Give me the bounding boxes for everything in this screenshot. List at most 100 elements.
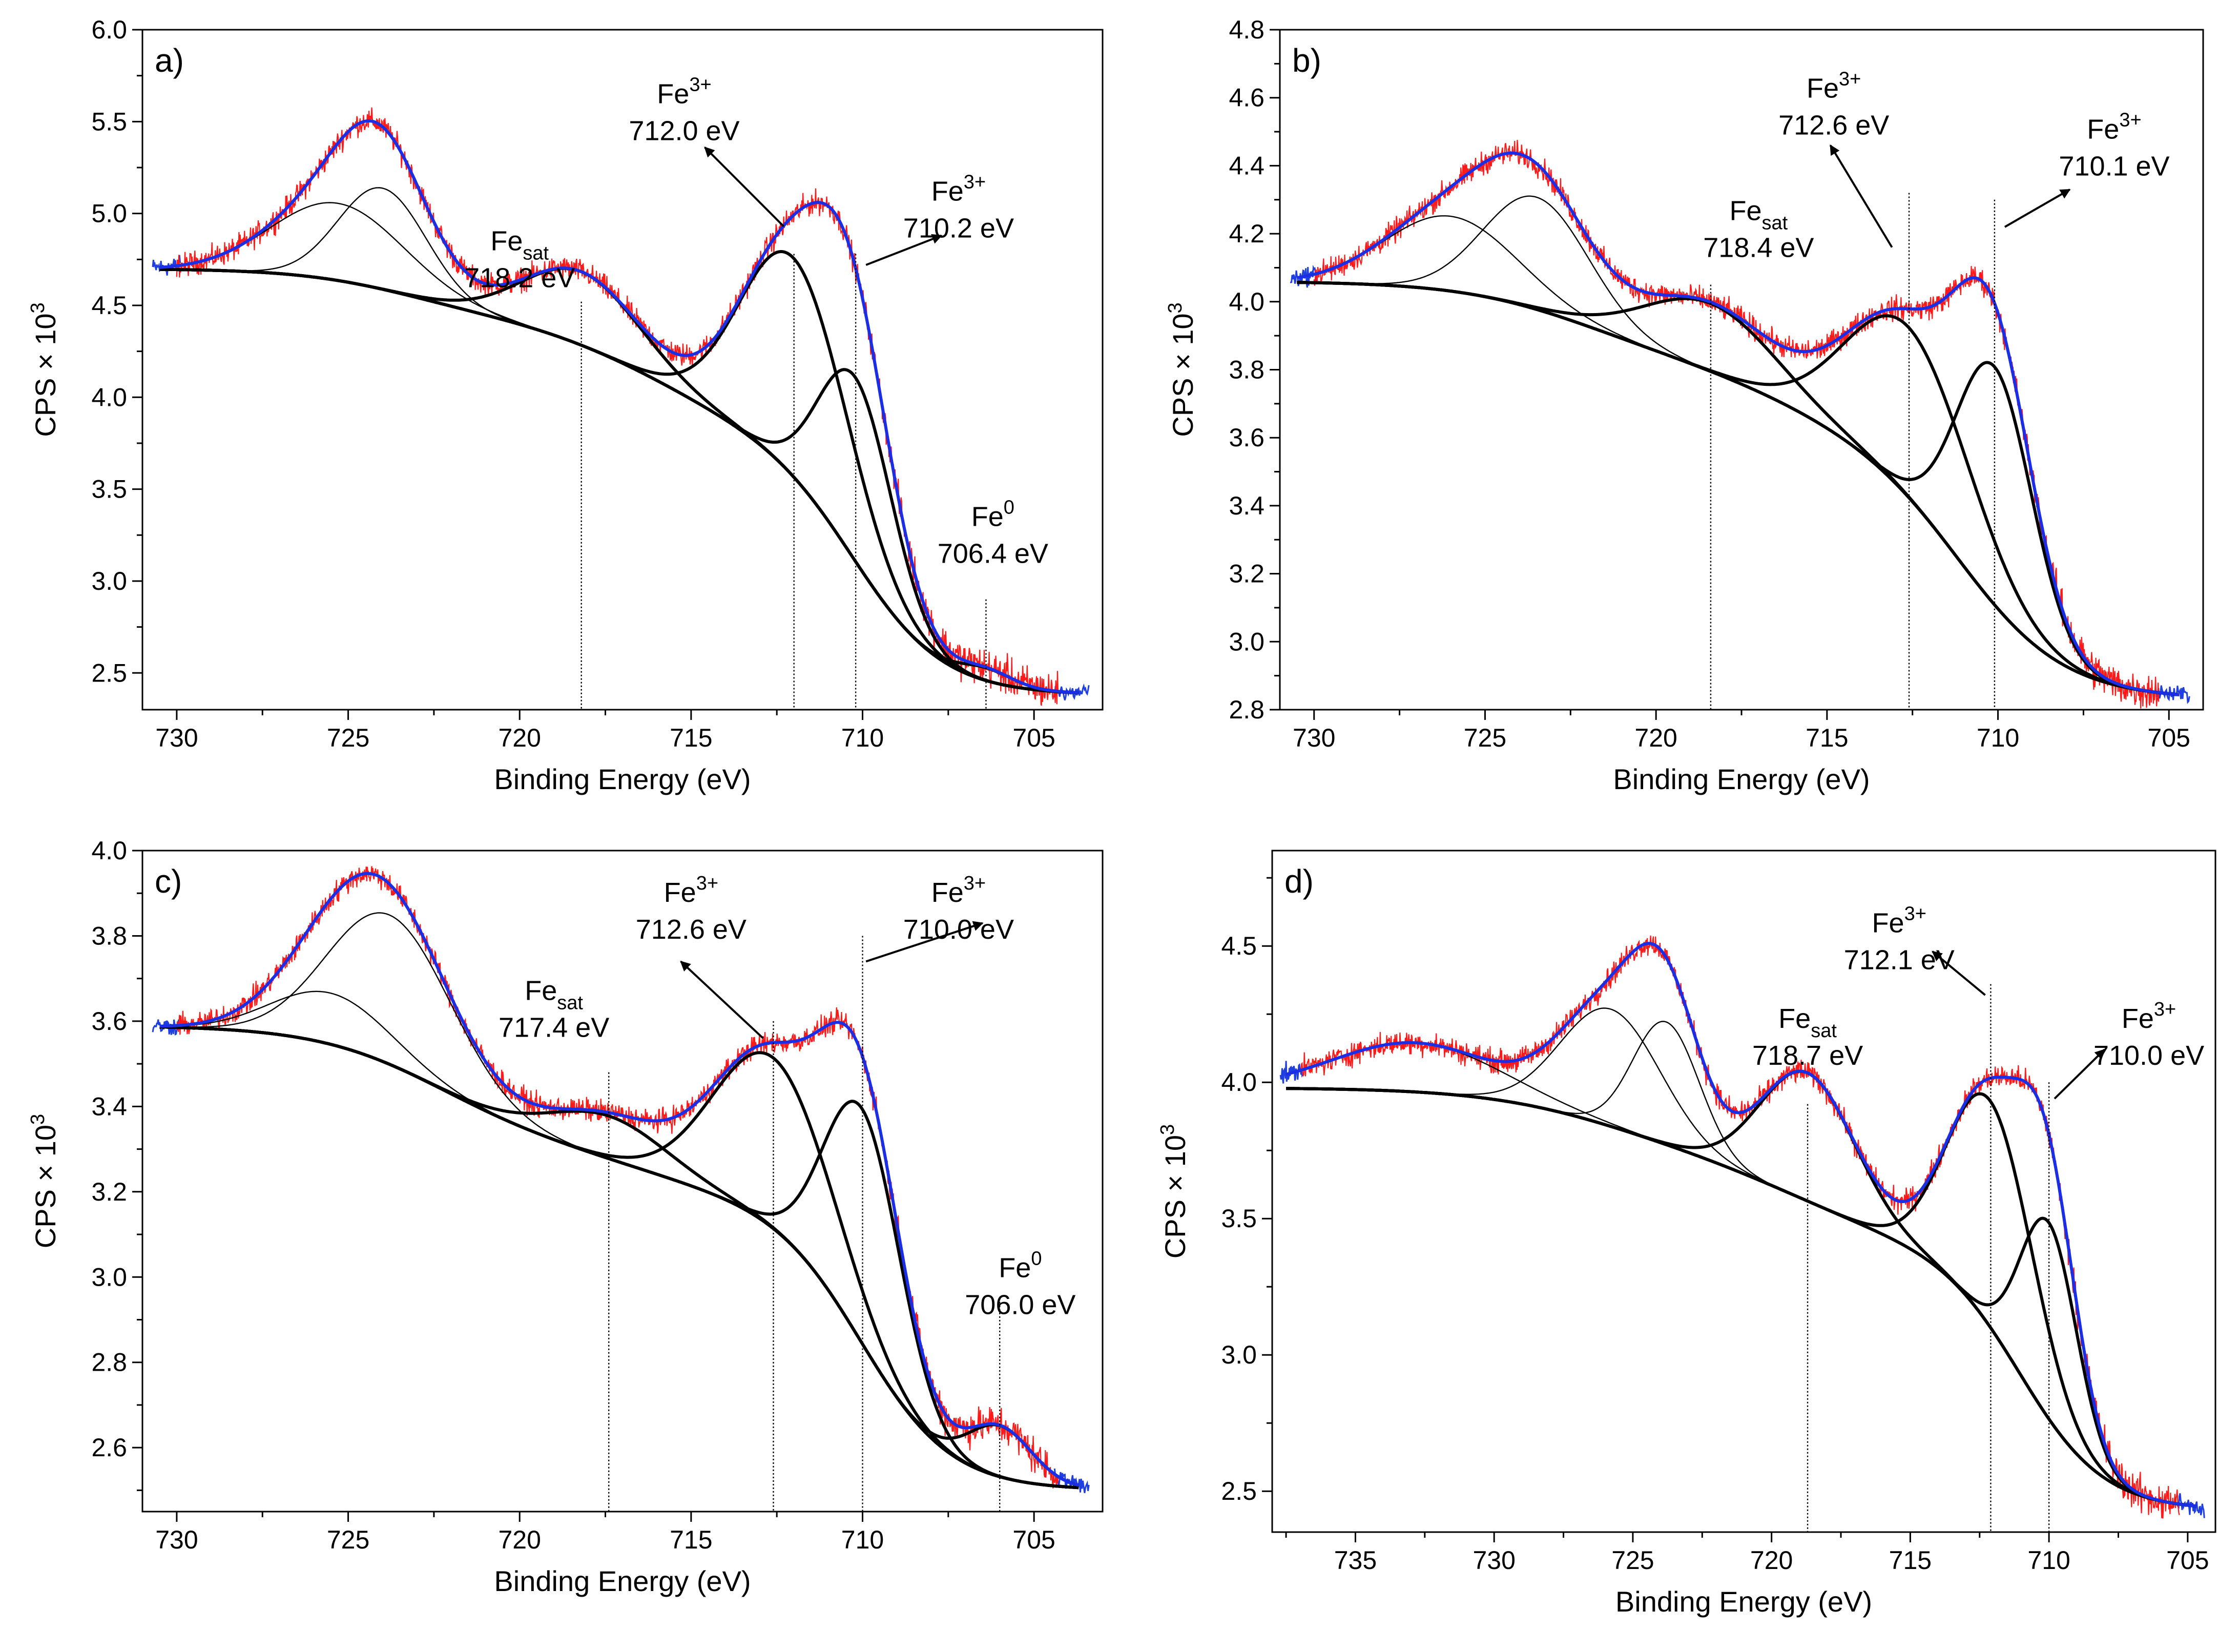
annotation-energy: 710.0 eV [903,914,1014,945]
annotation-species-name: Fe [657,78,689,109]
y-tick-label: 3.0 [1221,1340,1257,1369]
panel-label: c) [155,863,182,900]
annotation-species: Fesat [1730,196,1788,234]
component-peak-712-1-eV [1286,1087,2196,1508]
x-axis-title: Binding Energy (eV) [1615,1585,1872,1618]
background-curve [1297,281,2180,696]
annotation-superscript: 3+ [1904,903,1926,925]
y-axis-title-text: CPS × 10 [1167,313,1199,437]
annotation-energy: 717.4 eV [499,1012,609,1043]
annotation-superscript: 3+ [2119,109,2141,131]
panel-label: a) [155,42,184,79]
annotation-arrow [2004,189,2071,228]
y-axis-title: CPS × 103 [1165,302,1199,437]
y-tick-label: 2.6 [91,1433,127,1462]
component-peak-thin-5 [159,187,1079,694]
annotation-species: Fe3+ [1872,903,1926,939]
plot-frame [1271,850,2216,1533]
raw-data-tail-right [1053,1468,1090,1493]
fit-envelope [159,119,1079,694]
raw-data-tail-left [152,1019,181,1036]
annotation-energy: 706.0 eV [965,1289,1075,1320]
x-tick-label: 705 [1012,1525,1055,1554]
y-tick-label: 4.6 [1229,84,1264,112]
annotation-species: Fe3+ [657,74,711,109]
annotation-subscript: sat [557,992,583,1014]
x-tick-label: 730 [155,1525,198,1554]
x-tick-label: 730 [1473,1546,1515,1575]
annotation-species-name: Fe [490,225,523,256]
y-tick-label: 5.0 [91,199,127,228]
y-axis-title-exponent: 3 [27,1114,49,1125]
y-tick-label: 4.0 [1229,287,1264,316]
annotation-superscript: 3+ [696,873,718,894]
raw-data-tail-right [2175,1493,2205,1518]
annotation-species-name: Fe [1872,908,1904,939]
annotation-superscript: 3+ [689,74,711,95]
annotation-energy: 712.6 eV [1778,110,1889,141]
x-axis-title: Binding Energy (eV) [494,763,751,795]
y-tick-label: 3.8 [91,921,127,950]
annotation-superscript: 0 [1031,1248,1042,1269]
y-tick-label: 2.8 [91,1348,127,1377]
y-tick-label: 3.0 [91,1263,127,1291]
annotation-species: Fe3+ [1807,69,1861,104]
y-tick-label: 3.4 [91,1092,127,1121]
plot-frame [141,29,1104,711]
x-tick-label: 710 [841,1525,884,1554]
annotation-superscript: 3+ [1839,69,1861,90]
component-peak-710-2-eV [159,267,1079,695]
component-peak-712-0-eV [159,250,1079,695]
annotation-species-name: Fe [1807,73,1839,104]
annotation-arrow [2054,1048,2105,1100]
x-tick-label: 705 [1012,724,1055,752]
annotation-species: Fe3+ [931,873,986,908]
annotation-energy: 706.4 eV [938,538,1048,569]
fit-envelope [1297,151,2180,696]
plot-frame [141,850,1104,1513]
x-tick-label: 710 [2027,1546,2070,1575]
y-tick-label: 6.0 [91,15,127,44]
annotation-species: Fe3+ [2087,109,2141,144]
y-tick-label: 4.0 [91,383,127,411]
x-tick-label: 705 [2148,724,2190,752]
annotation-arrow [1829,144,1893,248]
y-tick-label: 4.4 [1229,151,1264,180]
y-tick-label: 3.5 [91,475,127,504]
annotation-species: Fe3+ [931,172,986,207]
annotation-energy: 710.2 eV [903,213,1014,244]
annotation-superscript: 0 [1004,497,1014,518]
y-tick-label: 3.8 [1229,356,1264,384]
x-tick-label: 725 [1611,1546,1654,1575]
annotation-subscript: sat [523,242,549,264]
annotation-subscript: sat [1811,1020,1837,1042]
component-peak-thin-5 [159,912,1079,1489]
y-axis-title-text: CPS × 10 [29,1125,61,1248]
x-tick-label: 710 [1977,724,2019,752]
x-tick-label: 730 [155,724,198,752]
x-tick-label: 730 [1293,724,1335,752]
y-tick-label: 4.2 [1229,219,1264,248]
x-tick-label: 735 [1334,1546,1377,1575]
annotation-species-name: Fe [1778,1003,1811,1034]
annotation-superscript: 3+ [964,172,986,193]
annotation-superscript: 3+ [964,873,986,894]
annotation-energy: 712.1 eV [1844,945,1955,976]
raw-data-tail-left [152,255,181,276]
y-tick-label: 5.5 [91,107,127,136]
annotation-species: Fesat [490,225,549,264]
x-tick-label: 715 [1806,724,1848,752]
chart-panel-a: 730 725 720 715 710 705 2.5 3.0 3.5 4.0 4.5 5.0 5.5 6… [27,15,1104,795]
panel-label: d) [1284,863,1314,900]
component-peak-710-1-eV [1297,281,2180,696]
component-peak-712-6-eV [1297,281,2180,696]
annotation-energy: 718.4 eV [1703,233,1814,263]
annotation-arrow [865,234,943,266]
y-tick-label: 3.5 [1221,1204,1257,1233]
x-tick-label: 710 [841,724,884,752]
chart-panel-c: 730 725 720 715 710 705 2.6 2.8 3.0 3.2 3.4 3.6 3.8 4… [27,836,1104,1597]
annotation-species: Fesat [525,975,583,1014]
y-tick-label: 2.5 [1221,1477,1257,1505]
annotation-energy: 712.0 eV [629,115,739,146]
annotation-species: Fesat [1778,1003,1837,1042]
